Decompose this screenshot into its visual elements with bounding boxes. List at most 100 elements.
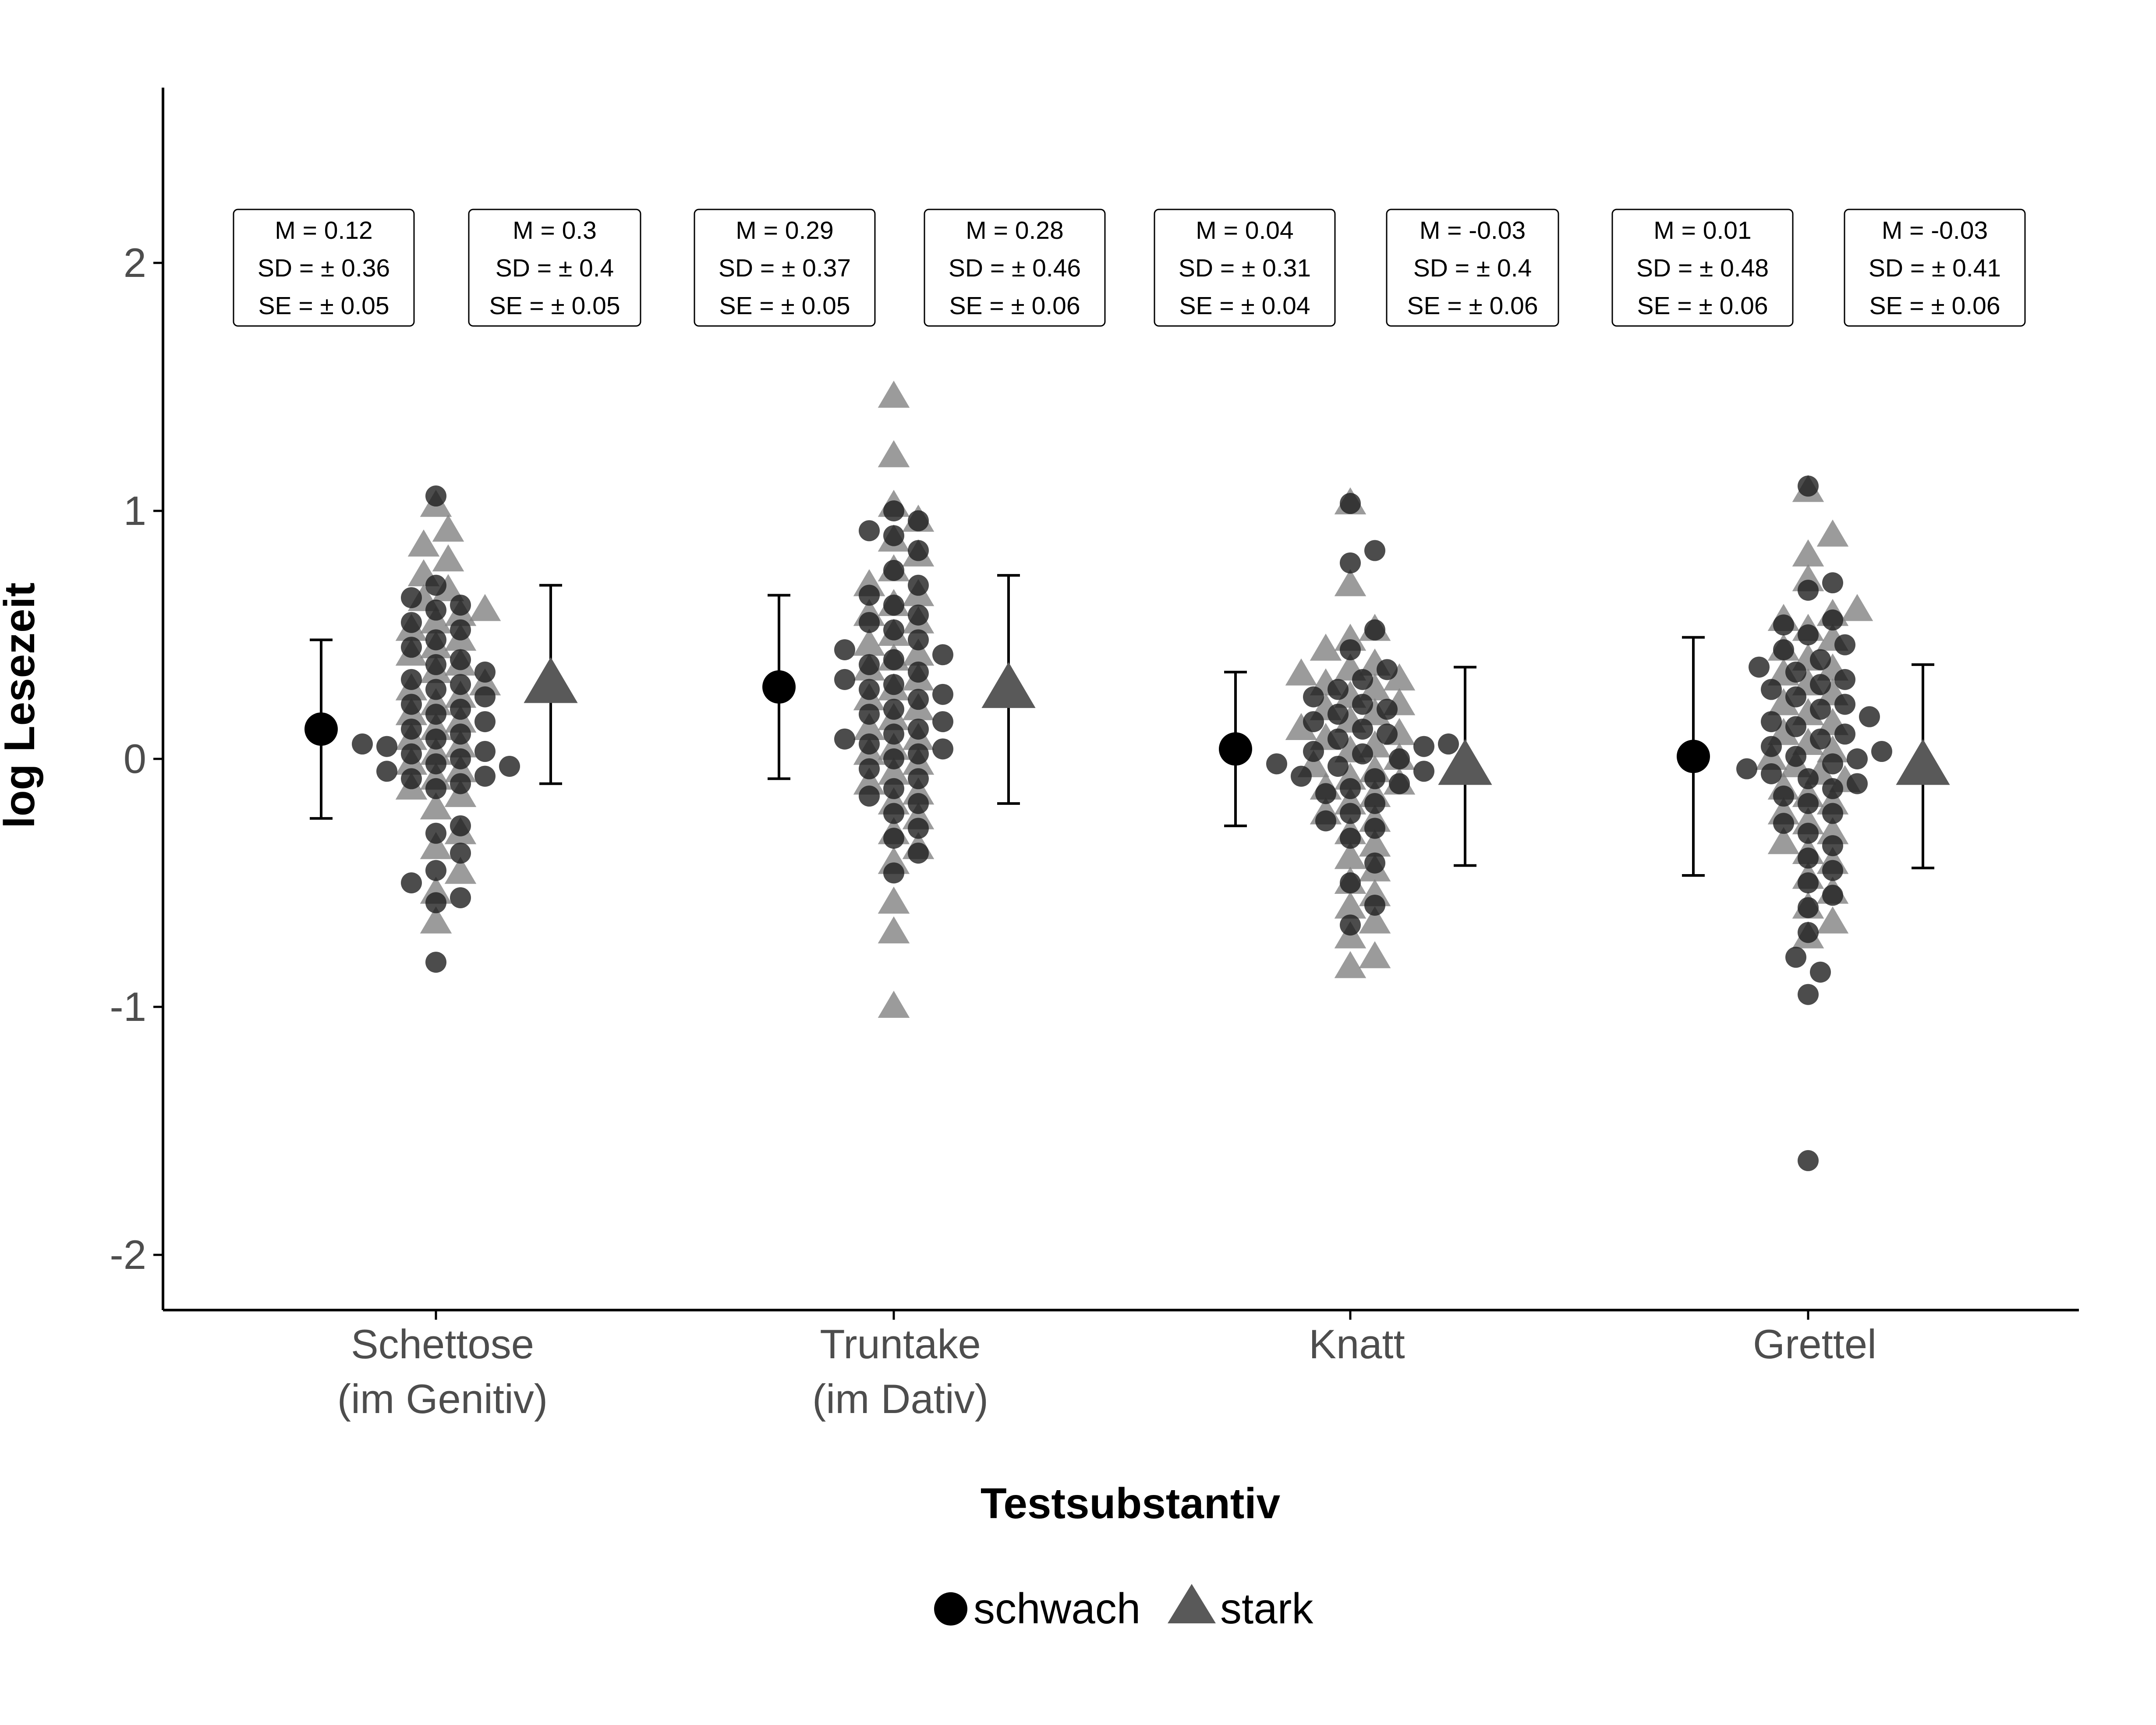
stat-box: M = -0.03 SD = ± 0.41 SE = ± 0.06 [1844, 209, 2026, 327]
schwach-point [1871, 741, 1892, 762]
schwach-point [1389, 748, 1410, 769]
schwach-point [1352, 743, 1373, 765]
y-axis-title: log Lesezeit [0, 583, 43, 829]
stark-point [1792, 539, 1824, 567]
stat-box-line: SE = ± 0.04 [1179, 292, 1310, 320]
stark-point [432, 544, 464, 572]
schwach-point [908, 743, 929, 765]
schwach-point [883, 723, 904, 745]
stark-point [853, 713, 885, 740]
schwach-point [450, 815, 471, 836]
schwach-point [883, 698, 904, 720]
schwach-point [908, 719, 929, 740]
schwach-point [425, 728, 446, 750]
stark-point [432, 514, 464, 542]
schwach-point [425, 654, 446, 675]
stark-mean-point [1896, 739, 1950, 785]
stat-box-line: M = 0.04 [1196, 216, 1293, 244]
stat-box-line: SD = ± 0.48 [1636, 254, 1769, 282]
schwach-point [1340, 639, 1361, 660]
schwach-point [1377, 698, 1398, 720]
schwach-mean-point [1219, 732, 1252, 766]
schwach-mean-point [304, 712, 338, 746]
schwach-point [1785, 661, 1806, 683]
stark-point [878, 380, 910, 408]
schwach-point [1266, 753, 1287, 775]
stark-point [1816, 906, 1849, 934]
schwach-point [401, 719, 422, 740]
stark-point [1334, 842, 1367, 869]
schwach-point [834, 728, 855, 750]
stark-mean-point [1438, 739, 1492, 785]
schwach-point [932, 711, 953, 733]
schwach-point [1340, 914, 1361, 936]
axes: -2 -1 0 1 2 Schettose (im Genitiv) Truntake (im… [110, 88, 2079, 1422]
y-tick-label: -1 [110, 984, 146, 1030]
schwach-point [932, 684, 953, 705]
schwach-point [1364, 894, 1385, 916]
schwach-point [883, 748, 904, 769]
schwach-point [1377, 723, 1398, 745]
schwach-point [1785, 686, 1806, 708]
schwach-point [1822, 885, 1843, 906]
schwach-point [1834, 723, 1855, 745]
schwach-point [401, 637, 422, 658]
stark-point [1285, 713, 1317, 740]
schwach-point [425, 860, 446, 881]
stat-box-line: SE = ± 0.05 [719, 292, 850, 320]
stat-box: M = 0.3 SD = ± 0.4 SE = ± 0.05 [468, 209, 641, 327]
stark-point [1816, 817, 1849, 844]
schwach-point [1377, 659, 1398, 680]
schwach-point [401, 872, 422, 893]
schwach-point [499, 755, 520, 777]
y-tick-label: 0 [124, 736, 146, 782]
schwach-point [450, 595, 471, 616]
schwach-point [450, 698, 471, 720]
schwach-point [883, 828, 904, 849]
schwach-point [1859, 706, 1880, 727]
x-tick-label: Schettose [351, 1321, 534, 1367]
schwach-point [1352, 719, 1373, 740]
schwach-point [425, 822, 446, 844]
stark-point [878, 886, 910, 914]
schwach-point [1340, 493, 1361, 514]
stat-box-frame [694, 209, 876, 327]
schwach-point [376, 736, 397, 757]
stat-box-frame [924, 209, 1106, 327]
stark-point [1334, 891, 1367, 919]
stat-box-line: M = 0.01 [1653, 216, 1751, 244]
schwach-point [1822, 572, 1843, 594]
schwach-point [932, 644, 953, 666]
schwach-point [1340, 552, 1361, 574]
stat-box-line: SD = ± 0.31 [1179, 254, 1311, 282]
schwach-point [1389, 773, 1410, 794]
y-tick-label: 1 [124, 488, 146, 534]
stat-box-line: M = 0.12 [275, 216, 372, 244]
stark-point [1334, 951, 1367, 978]
stat-box: M = -0.03 SD = ± 0.4 SE = ± 0.06 [1386, 209, 1559, 327]
schwach-point [834, 639, 855, 660]
schwach-point [1785, 746, 1806, 767]
stark-point [420, 906, 452, 934]
y-tick-label: -2 [110, 1232, 146, 1278]
schwach-point [1822, 803, 1843, 824]
points-layer [352, 380, 1892, 1171]
legend-schwach-label: schwach [974, 1584, 1140, 1633]
summary-layer [304, 574, 1950, 877]
schwach-point [1847, 773, 1868, 794]
schwach-point [1798, 624, 1819, 645]
schwach-point [1773, 785, 1794, 807]
schwach-point [1328, 755, 1349, 777]
schwach-point [859, 758, 880, 779]
schwach-point [1798, 897, 1819, 918]
stat-box-line: SE = ± 0.06 [1869, 292, 2000, 320]
stark-point [1767, 688, 1800, 716]
schwach-point [908, 629, 929, 651]
schwach-point [908, 661, 929, 683]
schwach-point [883, 595, 904, 616]
stat-box-line: SE = ± 0.06 [949, 292, 1080, 320]
schwach-point [883, 778, 904, 799]
stark-point [1816, 519, 1849, 547]
schwach-point [908, 510, 929, 531]
